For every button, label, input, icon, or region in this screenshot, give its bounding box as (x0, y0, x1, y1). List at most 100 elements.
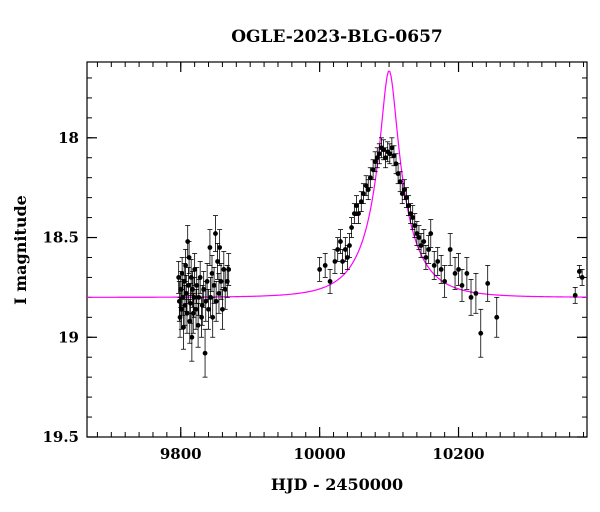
data-point (194, 283, 200, 288)
data-point (183, 263, 189, 268)
plot-frame (86, 61, 588, 438)
model-curve (87, 70, 587, 298)
data-point (182, 302, 188, 308)
data-point (395, 171, 401, 177)
error-bars (176, 137, 585, 378)
data-point (181, 324, 186, 330)
data-point (401, 187, 407, 193)
data-point (322, 263, 328, 268)
data-point (179, 271, 185, 276)
data-point (211, 283, 217, 288)
data-point (351, 211, 357, 216)
data-point (347, 243, 352, 248)
data-point (317, 267, 323, 272)
data-point (572, 292, 578, 298)
data-point (406, 203, 411, 209)
data-point (452, 271, 458, 276)
data-point (381, 147, 386, 153)
x-tick-label: 10200 (432, 445, 484, 463)
y-tick-labels: 18 18.5 19 19.5 (42, 129, 79, 446)
data-point (216, 290, 222, 296)
minor-ticks (87, 62, 587, 438)
data-point (213, 231, 218, 236)
data-point (404, 195, 409, 201)
data-point (389, 145, 395, 151)
y-tick-label: 19.5 (42, 428, 79, 446)
data-point (370, 167, 376, 173)
x-axis-label: HJD - 2450000 (271, 475, 403, 494)
data-point (363, 183, 369, 189)
data-point (196, 294, 202, 300)
data-point (226, 267, 232, 272)
data-point (360, 191, 366, 197)
data-point (376, 151, 382, 157)
data-point (207, 245, 213, 250)
data-point (176, 298, 182, 304)
x-tick-label: 9800 (160, 445, 202, 463)
data-point (416, 235, 422, 240)
data-point (456, 267, 461, 272)
data-point (340, 259, 345, 264)
data-point (187, 318, 193, 324)
data-point (185, 239, 191, 244)
y-tick-label: 19 (58, 328, 79, 346)
data-point (190, 286, 195, 292)
y-tick-label: 18.5 (42, 229, 79, 247)
data-point (423, 255, 429, 260)
data-point (184, 310, 190, 316)
data-point (208, 294, 214, 300)
data-point (195, 322, 201, 328)
data-point (358, 199, 364, 205)
data-point (426, 247, 432, 252)
data-point (349, 225, 354, 230)
data-point (217, 245, 223, 250)
data-point (197, 275, 203, 280)
data-point (468, 294, 474, 300)
data-point (185, 283, 191, 288)
data-point (431, 263, 437, 268)
data-point (210, 314, 216, 320)
data-point (374, 155, 380, 161)
data-point (332, 259, 338, 264)
data-point (345, 255, 350, 260)
data-point (418, 243, 424, 248)
data-point (342, 247, 348, 252)
y-axis-label: I magnitude (11, 195, 30, 305)
data-point (201, 286, 207, 292)
data-point (387, 151, 393, 157)
data-point (354, 203, 359, 209)
data-point (372, 159, 378, 165)
data-point (186, 255, 192, 260)
chart-title: OGLE-2023-BLG-0657 (231, 27, 443, 47)
data-point (327, 279, 333, 284)
data-point (178, 286, 184, 292)
data-point (199, 302, 205, 308)
data-point (190, 310, 196, 316)
data-point (485, 281, 491, 286)
data-point (193, 306, 199, 312)
data-point (188, 300, 193, 306)
data-point (221, 267, 227, 272)
data-point (414, 231, 420, 236)
data-point (222, 286, 228, 292)
data-point (177, 314, 183, 320)
data-point (202, 350, 208, 356)
data-point (408, 211, 414, 216)
data-point (367, 175, 373, 181)
data-point (473, 290, 479, 296)
data-point (391, 153, 397, 159)
data-point (213, 298, 219, 304)
data-point (447, 247, 453, 252)
data-point (206, 306, 211, 312)
data-point (383, 155, 389, 161)
data-point (189, 334, 195, 340)
data-point (176, 275, 182, 280)
data-point (494, 314, 500, 320)
data-point (464, 271, 470, 276)
data-point (442, 279, 448, 284)
data-point (204, 279, 210, 284)
data-point (224, 279, 230, 284)
data-point (399, 191, 405, 197)
data-point (459, 283, 465, 288)
